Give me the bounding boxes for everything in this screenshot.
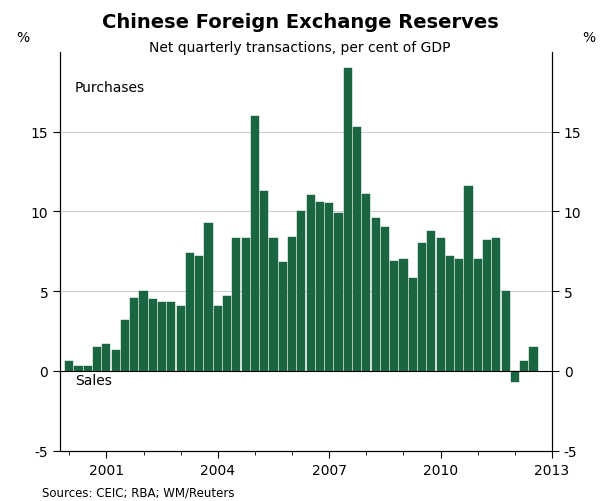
Bar [130,298,139,371]
Bar [409,279,417,371]
Bar [288,237,296,371]
Bar [65,362,73,371]
Bar [316,202,324,371]
Bar [195,257,203,371]
Bar [232,239,241,371]
Bar [334,213,343,371]
Bar [223,297,231,371]
Bar [84,366,92,371]
Bar [455,260,463,371]
Bar [121,320,129,371]
Bar [381,228,389,371]
Bar [473,260,482,371]
Bar [167,303,175,371]
Bar [93,347,101,371]
Bar [446,257,454,371]
Bar [427,231,436,371]
Bar [139,292,148,371]
Bar [214,306,222,371]
Bar [176,306,185,371]
Text: %: % [583,31,595,45]
Bar [400,260,407,371]
Bar [186,254,194,371]
Text: %: % [17,31,29,45]
Text: Purchases: Purchases [75,81,145,95]
Bar [112,351,120,371]
Bar [269,239,278,371]
Bar [353,127,361,371]
Bar [158,303,166,371]
Bar [344,69,352,371]
Text: Sales: Sales [75,373,112,387]
Bar [205,223,212,371]
Bar [307,196,315,371]
Bar [502,292,509,371]
Bar [362,194,370,371]
Bar [297,212,305,371]
Bar [529,347,538,371]
Bar [149,300,157,371]
Bar [511,371,519,382]
Bar [251,116,259,371]
Bar [390,262,398,371]
Bar [371,218,380,371]
Bar [325,204,333,371]
Bar [242,239,250,371]
Text: Net quarterly transactions, per cent of GDP: Net quarterly transactions, per cent of … [149,41,451,55]
Bar [103,344,110,371]
Bar [492,239,500,371]
Text: Sources: CEIC; RBA; WM/Reuters: Sources: CEIC; RBA; WM/Reuters [42,485,235,498]
Bar [520,362,528,371]
Bar [260,191,268,371]
Bar [418,244,426,371]
Bar [464,186,473,371]
Bar [437,239,445,371]
Text: Chinese Foreign Exchange Reserves: Chinese Foreign Exchange Reserves [101,13,499,32]
Bar [74,366,83,371]
Bar [279,263,287,371]
Bar [483,240,491,371]
